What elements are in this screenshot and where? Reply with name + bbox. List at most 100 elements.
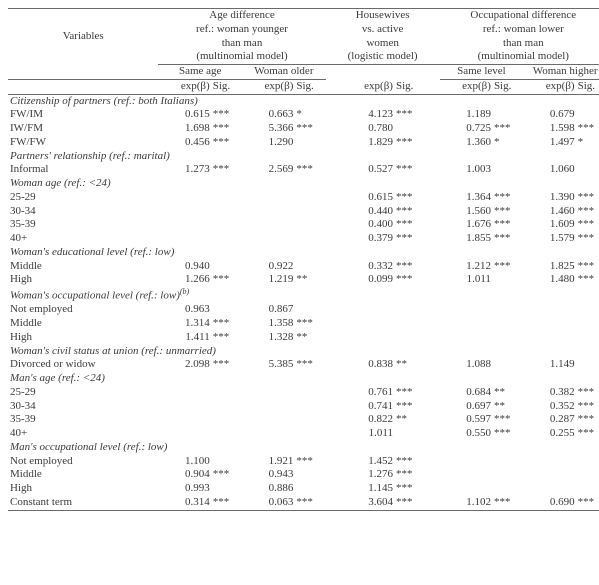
cell-value: 4.123 — [338, 108, 395, 122]
cell-sig — [212, 455, 242, 469]
cell-value — [440, 303, 493, 317]
cell-value: 0.684 — [440, 386, 493, 400]
cell-sig: *** — [493, 260, 523, 274]
cell-sig: *** — [577, 496, 599, 510]
cell-value: 2.569 — [242, 163, 295, 177]
cell-value: 0.963 — [158, 303, 211, 317]
cell-sig: *** — [295, 163, 325, 177]
cell-sig — [295, 482, 325, 496]
cell-sig: *** — [493, 232, 523, 246]
cell-sig — [295, 386, 325, 400]
row-label: 25-29 — [8, 386, 158, 400]
cell-value — [242, 413, 295, 427]
section-header: Citizenship of partners (ref.: both Ital… — [8, 94, 599, 108]
cell-sig: *** — [577, 400, 599, 414]
cell-sig: *** — [577, 413, 599, 427]
row-label: Middle — [8, 260, 158, 274]
cell-sig — [212, 191, 242, 205]
cell-sig: *** — [212, 358, 242, 372]
cell-sig — [577, 108, 599, 122]
cell-sig — [395, 303, 428, 317]
col-group-hw-model: (logistic model) — [338, 50, 428, 64]
cell-sig — [577, 317, 599, 331]
cell-sig: ** — [493, 386, 523, 400]
cell-value: 1.219 — [242, 273, 295, 287]
cell-value: 0.255 — [523, 427, 576, 441]
section-header: Woman age (ref.: <24) — [8, 177, 599, 191]
col-group-age-model: (multinomial model) — [158, 50, 325, 64]
row-label: IW/FM — [8, 122, 158, 136]
cell-sig: *** — [493, 413, 523, 427]
cell-sig — [493, 273, 523, 287]
col-group-age-ref: ref.: woman younger — [158, 23, 325, 37]
cell-sig: *** — [577, 386, 599, 400]
cell-sig — [493, 163, 523, 177]
cell-value: 0.379 — [338, 232, 395, 246]
cell-value: 0.922 — [242, 260, 295, 274]
row-label: Divorced or widow — [8, 358, 158, 372]
cell-sig: *** — [212, 273, 242, 287]
cell-value: 0.063 — [242, 496, 295, 510]
cell-value: 1.145 — [338, 482, 395, 496]
row-label: Middle — [8, 317, 158, 331]
cell-sig: ** — [295, 273, 325, 287]
cell-value: 1.060 — [523, 163, 576, 177]
cell-sig: *** — [212, 468, 242, 482]
row-label: 30-34 — [8, 400, 158, 414]
cell-sig: *** — [295, 122, 325, 136]
cell-sig — [295, 260, 325, 274]
col-group-occ-top: Occupational difference — [440, 9, 599, 23]
cell-sig — [212, 482, 242, 496]
cell-sig: *** — [395, 455, 428, 469]
cell-value: 0.940 — [158, 260, 211, 274]
section-header: Man's occupational level (ref.: low) — [8, 441, 599, 455]
cell-sig: *** — [395, 386, 428, 400]
row-label: 40+ — [8, 232, 158, 246]
cell-value: 1.921 — [242, 455, 295, 469]
cell-sig — [493, 303, 523, 317]
cell-value: 0.838 — [338, 358, 395, 372]
cell-value: 1.358 — [242, 317, 295, 331]
cell-value: 0.822 — [338, 413, 395, 427]
cell-value — [242, 427, 295, 441]
cell-sig: *** — [395, 468, 428, 482]
row-label: FW/IM — [8, 108, 158, 122]
cell-sig: *** — [395, 205, 428, 219]
cell-value — [242, 400, 295, 414]
cell-sig — [395, 331, 428, 345]
cell-value — [440, 482, 493, 496]
cell-value: 0.943 — [242, 468, 295, 482]
cell-sig: ** — [395, 358, 428, 372]
cell-value: 0.679 — [523, 108, 576, 122]
cell-sig — [212, 303, 242, 317]
cell-value: 1.497 — [523, 136, 576, 150]
cell-value — [158, 232, 211, 246]
cell-value: 1.290 — [242, 136, 295, 150]
cell-value — [338, 303, 395, 317]
cell-value: 1.003 — [440, 163, 493, 177]
cell-sig — [212, 427, 242, 441]
cell-value — [440, 455, 493, 469]
sig-label: Sig. — [395, 79, 428, 94]
subhead-same-age: Same age — [158, 65, 242, 80]
cell-value: 0.780 — [338, 122, 395, 136]
cell-sig: *** — [493, 218, 523, 232]
cell-sig — [493, 317, 523, 331]
cell-value: 0.761 — [338, 386, 395, 400]
col-group-hw-2: vs. active — [338, 23, 428, 37]
section-header: Woman's educational level (ref.: low) — [8, 246, 599, 260]
cell-sig: *** — [395, 218, 428, 232]
subhead-woman-higher: Woman higher — [523, 65, 599, 80]
cell-sig — [577, 303, 599, 317]
subhead-same-level: Same level — [440, 65, 524, 80]
cell-value: 0.099 — [338, 273, 395, 287]
row-label: 35-39 — [8, 218, 158, 232]
cell-sig: *** — [395, 136, 428, 150]
cell-sig: *** — [493, 427, 523, 441]
cell-sig — [577, 482, 599, 496]
row-label: 40+ — [8, 427, 158, 441]
cell-sig — [577, 358, 599, 372]
cell-sig: *** — [493, 496, 523, 510]
cell-value: 1.390 — [523, 191, 576, 205]
cell-sig: *** — [395, 400, 428, 414]
